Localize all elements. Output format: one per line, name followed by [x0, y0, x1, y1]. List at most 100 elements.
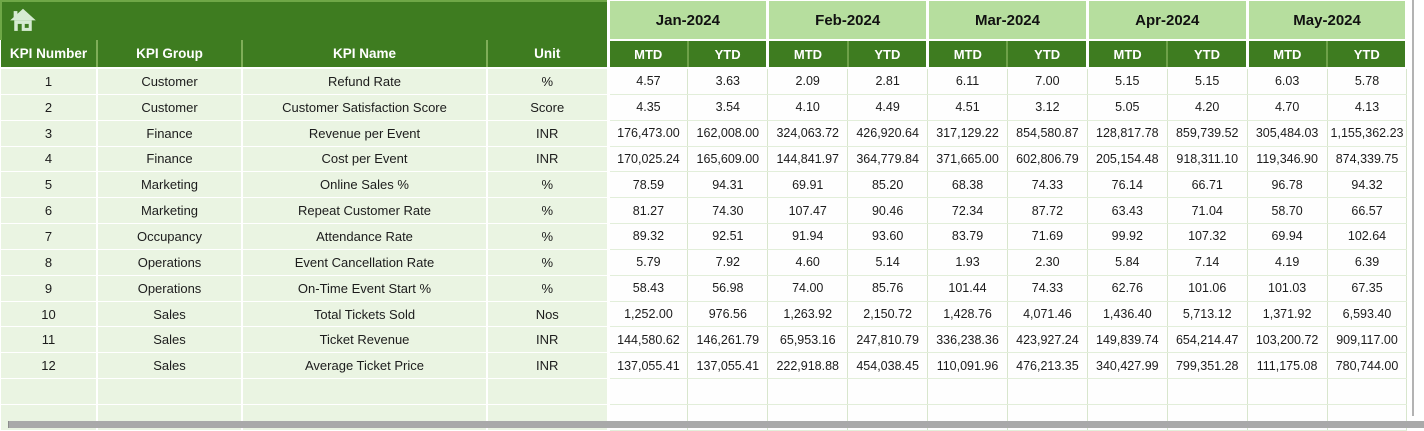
ytd-value-cell[interactable]: 7.14 [1167, 249, 1248, 276]
kpi-name-cell[interactable]: Refund Rate [242, 68, 488, 95]
mtd-value-cell[interactable]: 1.93 [927, 249, 1008, 276]
ytd-value-cell[interactable]: 162,008.00 [687, 120, 769, 147]
kpi-group-cell[interactable]: Sales [97, 352, 243, 380]
ytd-value-cell[interactable]: 74.33 [1007, 275, 1088, 302]
mtd-value-cell[interactable]: 81.27 [608, 197, 689, 225]
mtd-value-cell[interactable]: 69.91 [767, 171, 849, 199]
unit-cell[interactable]: Nos [487, 301, 610, 328]
ytd-value-cell[interactable]: 799,351.28 [1167, 352, 1248, 380]
mtd-value-cell[interactable]: 91.94 [767, 223, 849, 250]
mtd-value-cell[interactable]: 4.57 [608, 68, 689, 95]
mtd-value-cell[interactable]: 1,428.76 [927, 301, 1008, 328]
kpi-number-cell[interactable]: 8 [1, 249, 98, 276]
kpi-name-cell[interactable]: On-Time Event Start % [242, 275, 488, 302]
mtd-value-cell[interactable]: 58.43 [608, 275, 689, 302]
unit-cell[interactable]: INR [487, 352, 610, 380]
ytd-value-cell[interactable]: 602,806.79 [1007, 146, 1088, 173]
ytd-value-cell[interactable]: 93.60 [847, 223, 929, 250]
ytd-value-cell[interactable]: 918,311.10 [1167, 146, 1248, 173]
ytd-value-cell[interactable]: 94.31 [687, 171, 769, 199]
mtd-value-cell[interactable]: 1,263.92 [767, 301, 849, 328]
mtd-value-cell[interactable]: 65,953.16 [767, 326, 849, 354]
empty-cell[interactable] [1327, 378, 1408, 405]
kpi-number-cell[interactable]: 12 [1, 352, 98, 380]
ytd-value-cell[interactable]: 909,117.00 [1327, 326, 1408, 354]
empty-cell[interactable] [687, 378, 769, 405]
period-header-mtd[interactable]: MTD [927, 40, 1009, 69]
ytd-value-cell[interactable]: 874,339.75 [1327, 146, 1408, 173]
kpi-name-cell[interactable]: Customer Satisfaction Score [242, 94, 488, 121]
ytd-value-cell[interactable]: 476,213.35 [1007, 352, 1088, 380]
ytd-value-cell[interactable]: 102.64 [1327, 223, 1408, 250]
ytd-value-cell[interactable]: 426,920.64 [847, 120, 929, 147]
empty-cell[interactable] [1087, 378, 1168, 405]
mtd-value-cell[interactable]: 4.35 [608, 94, 689, 121]
empty-cell[interactable] [1007, 378, 1088, 405]
period-header-ytd[interactable]: YTD [1327, 40, 1409, 69]
mtd-value-cell[interactable]: 6.11 [927, 68, 1008, 95]
ytd-value-cell[interactable]: 364,779.84 [847, 146, 929, 173]
mtd-value-cell[interactable]: 128,817.78 [1087, 120, 1168, 147]
ytd-value-cell[interactable]: 74.30 [687, 197, 769, 225]
period-header-mtd[interactable]: MTD [608, 40, 689, 69]
mtd-value-cell[interactable]: 68.38 [927, 171, 1008, 199]
period-header-mtd[interactable]: MTD [767, 40, 849, 69]
mtd-value-cell[interactable]: 336,238.36 [927, 326, 1008, 354]
kpi-name-cell[interactable]: Total Tickets Sold [242, 301, 488, 328]
ytd-value-cell[interactable]: 2.30 [1007, 249, 1088, 276]
unit-cell[interactable]: % [487, 68, 610, 95]
empty-cell[interactable] [242, 378, 488, 405]
month-header-feb[interactable]: Feb-2024 [767, 1, 930, 41]
ytd-value-cell[interactable]: 7.00 [1007, 68, 1088, 95]
mtd-value-cell[interactable]: 1,252.00 [608, 301, 689, 328]
mtd-value-cell[interactable]: 63.43 [1087, 197, 1168, 225]
ytd-value-cell[interactable]: 5,713.12 [1167, 301, 1248, 328]
mtd-value-cell[interactable]: 4.19 [1247, 249, 1328, 276]
kpi-number-cell[interactable]: 7 [1, 223, 98, 250]
kpi-name-cell[interactable]: Online Sales % [242, 171, 488, 199]
period-header-mtd[interactable]: MTD [1087, 40, 1169, 69]
unit-cell[interactable]: INR [487, 120, 610, 147]
empty-cell[interactable] [927, 378, 1008, 405]
ytd-value-cell[interactable]: 854,580.87 [1007, 120, 1088, 147]
column-header-kpi-group[interactable]: KPI Group [97, 40, 243, 69]
kpi-number-cell[interactable]: 6 [1, 197, 98, 225]
mtd-value-cell[interactable]: 4.70 [1247, 94, 1328, 121]
ytd-value-cell[interactable]: 4.13 [1327, 94, 1408, 121]
ytd-value-cell[interactable]: 1,155,362.23 [1327, 120, 1408, 147]
mtd-value-cell[interactable]: 99.92 [1087, 223, 1168, 250]
mtd-value-cell[interactable]: 5.05 [1087, 94, 1168, 121]
kpi-name-cell[interactable]: Cost per Event [242, 146, 488, 173]
ytd-value-cell[interactable]: 87.72 [1007, 197, 1088, 225]
mtd-value-cell[interactable]: 4.10 [767, 94, 849, 121]
empty-cell[interactable] [1, 378, 98, 405]
empty-cell[interactable] [1247, 378, 1328, 405]
month-header-jan[interactable]: Jan-2024 [608, 1, 770, 41]
ytd-value-cell[interactable]: 101.06 [1167, 275, 1248, 302]
kpi-name-cell[interactable]: Ticket Revenue [242, 326, 488, 354]
kpi-number-cell[interactable]: 2 [1, 94, 98, 121]
ytd-value-cell[interactable]: 5.14 [847, 249, 929, 276]
kpi-group-cell[interactable]: Customer [97, 94, 243, 121]
mtd-value-cell[interactable]: 1,371.92 [1247, 301, 1328, 328]
ytd-value-cell[interactable]: 4.20 [1167, 94, 1248, 121]
period-header-ytd[interactable]: YTD [1167, 40, 1249, 69]
ytd-value-cell[interactable]: 137,055.41 [687, 352, 769, 380]
month-header-apr[interactable]: Apr-2024 [1087, 1, 1249, 41]
ytd-value-cell[interactable]: 2.81 [847, 68, 929, 95]
ytd-value-cell[interactable]: 92.51 [687, 223, 769, 250]
kpi-group-cell[interactable]: Finance [97, 146, 243, 173]
mtd-value-cell[interactable]: 137,055.41 [608, 352, 689, 380]
kpi-name-cell[interactable]: Average Ticket Price [242, 352, 488, 380]
mtd-value-cell[interactable]: 5.15 [1087, 68, 1168, 95]
mtd-value-cell[interactable]: 119,346.90 [1247, 146, 1328, 173]
mtd-value-cell[interactable]: 170,025.24 [608, 146, 689, 173]
ytd-value-cell[interactable]: 94.32 [1327, 171, 1408, 199]
mtd-value-cell[interactable]: 76.14 [1087, 171, 1168, 199]
kpi-number-cell[interactable]: 5 [1, 171, 98, 199]
kpi-number-cell[interactable]: 11 [1, 326, 98, 354]
home-icon[interactable] [9, 7, 37, 35]
column-header-unit[interactable]: Unit [487, 40, 610, 69]
kpi-number-cell[interactable]: 10 [1, 301, 98, 328]
unit-cell[interactable]: % [487, 249, 610, 276]
